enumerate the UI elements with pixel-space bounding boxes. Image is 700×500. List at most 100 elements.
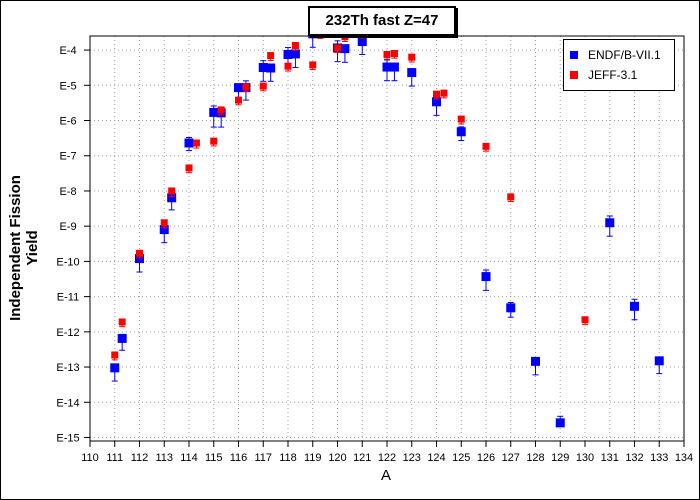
- data-point-endf: [654, 356, 664, 366]
- data-point-jeff: [457, 115, 465, 123]
- x-tick-label: 124: [427, 452, 445, 464]
- x-tick-label: 129: [551, 452, 569, 464]
- data-point-endf: [209, 107, 219, 117]
- plot-area: [90, 36, 684, 441]
- x-tick-label: 134: [675, 452, 693, 464]
- data-point-jeff: [235, 96, 242, 104]
- data-point-endf: [184, 138, 194, 148]
- x-tick-label: 132: [625, 452, 643, 464]
- x-tick-label: 133: [650, 452, 668, 464]
- x-tick-label: 123: [403, 452, 421, 464]
- y-tick-label: E-13: [56, 362, 79, 374]
- data-point-jeff: [242, 83, 250, 91]
- y-axis-label: Independent Fission Yield: [7, 175, 41, 321]
- x-tick-label: 118: [279, 452, 297, 464]
- x-tick-label: 113: [155, 452, 173, 464]
- data-point-jeff: [118, 318, 126, 326]
- y-tick-label: E-8: [59, 186, 76, 198]
- plot-frame: [89, 35, 685, 442]
- data-point-endf: [407, 68, 417, 78]
- data-point-endf: [135, 254, 144, 264]
- x-tick-label: 121: [353, 452, 371, 464]
- data-point-jeff: [185, 164, 193, 172]
- x-tick-label: 115: [205, 452, 223, 464]
- data-point-endf: [481, 272, 491, 282]
- data-point-jeff: [136, 249, 143, 257]
- x-tick-label: 122: [378, 452, 396, 464]
- x-tick-label: 112: [131, 452, 149, 464]
- data-point-endf: [266, 63, 276, 73]
- data-point-jeff: [291, 41, 299, 49]
- legend-swatch-endf: [570, 51, 578, 59]
- x-tick-label: 116: [230, 452, 248, 464]
- x-tick-label: 120: [328, 452, 346, 464]
- x-tick-label: 125: [452, 452, 470, 464]
- data-point-jeff: [440, 89, 448, 97]
- data-point-endf: [432, 97, 441, 107]
- data-point-endf: [357, 37, 367, 47]
- data-point-jeff: [309, 61, 317, 69]
- data-point-jeff: [168, 187, 176, 195]
- x-tick-label: 127: [502, 452, 520, 464]
- x-tick-label: 128: [526, 452, 544, 464]
- x-tick-label: 130: [576, 452, 594, 464]
- data-point-jeff: [433, 90, 440, 98]
- data-point-endf: [110, 363, 120, 373]
- data-point-endf: [117, 333, 127, 343]
- y-tick-label: E-12: [56, 327, 79, 339]
- data-point-jeff: [160, 219, 168, 227]
- data-point-jeff: [390, 49, 398, 57]
- data-point-endf: [159, 225, 169, 235]
- x-tick-label: 119: [304, 452, 322, 464]
- x-tick-label: 126: [477, 452, 495, 464]
- y-tick-label: E-10: [56, 256, 79, 268]
- data-point-jeff: [192, 139, 200, 147]
- data-point-jeff: [581, 316, 589, 324]
- data-point-jeff: [111, 351, 119, 359]
- data-point-endf: [290, 49, 300, 59]
- data-point-jeff: [267, 52, 275, 60]
- legend-swatch-jeff: [570, 71, 578, 79]
- x-tick-label: 114: [180, 452, 198, 464]
- legend: ENDF/B-VII.1 JEFF-3.1: [563, 39, 675, 91]
- x-tick-label: 111: [106, 452, 123, 464]
- data-point-jeff: [482, 142, 490, 150]
- legend-label-jeff: JEFF-3.1: [588, 68, 638, 82]
- data-point-endf: [167, 193, 177, 203]
- data-point-endf: [340, 44, 350, 54]
- data-point-endf: [389, 62, 399, 72]
- data-point-jeff: [217, 106, 225, 114]
- data-point-endf: [283, 49, 293, 59]
- data-point-endf: [456, 127, 466, 137]
- data-point-endf: [555, 418, 565, 428]
- data-point-endf: [630, 301, 639, 311]
- data-point-jeff: [341, 33, 349, 41]
- data-point-endf: [258, 63, 268, 73]
- chart-title: 232Th fast Z=47: [308, 6, 456, 36]
- data-point-jeff: [259, 82, 267, 90]
- data-point-jeff: [507, 193, 515, 201]
- y-tick-label: E-5: [59, 80, 76, 92]
- y-tick-label: E-4: [59, 45, 76, 57]
- y-tick-label: E-7: [59, 151, 76, 163]
- data-point-endf: [531, 356, 540, 366]
- data-point-jeff: [284, 62, 292, 70]
- data-point-jeff: [334, 44, 341, 52]
- legend-label-endf: ENDF/B-VII.1: [588, 48, 661, 62]
- data-point-endf: [234, 83, 243, 93]
- x-tick-label: 117: [254, 452, 272, 464]
- y-tick-label: E-6: [59, 116, 76, 128]
- data-point-endf: [605, 218, 615, 228]
- data-point-jeff: [383, 50, 391, 58]
- y-tick-label: E-9: [59, 221, 76, 233]
- x-axis-label: A: [380, 467, 391, 484]
- y-tick-label: E-15: [56, 432, 79, 444]
- data-point-endf: [382, 62, 392, 72]
- y-tick-label: E-11: [57, 292, 79, 304]
- x-tick-label: 131: [601, 452, 619, 464]
- data-point-jeff: [210, 137, 218, 145]
- x-tick-label: 110: [81, 452, 99, 464]
- data-point-jeff: [408, 53, 416, 61]
